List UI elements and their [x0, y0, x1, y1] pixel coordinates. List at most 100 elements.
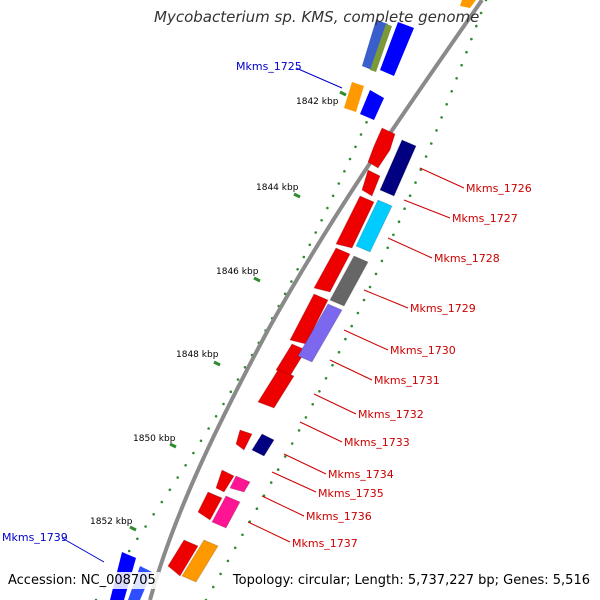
guide-dot	[365, 121, 368, 124]
tick-1848	[213, 360, 221, 367]
guide-dot	[311, 403, 315, 406]
tick-label-1852: 1852 kbp	[90, 517, 133, 527]
guide-dot	[348, 157, 352, 161]
guide-dot	[152, 513, 155, 516]
tick-1852	[129, 525, 137, 532]
gene-label-mkms-1725[interactable]: Mkms_1725	[236, 60, 302, 73]
guide-dot	[168, 488, 172, 492]
gene-arrow-red[interactable]	[257, 369, 295, 409]
gene-arrow-green[interactable]	[370, 24, 392, 72]
gene-arrow-blue[interactable]	[362, 20, 388, 70]
top-region-genes	[344, 0, 476, 120]
tick-1844	[293, 192, 301, 199]
gene-arrow-red[interactable]	[335, 195, 375, 249]
tick-marks	[129, 90, 347, 532]
inner-dotted-guide	[94, 108, 374, 600]
guide-dot	[255, 507, 259, 511]
gene-arrow-red[interactable]	[361, 169, 381, 197]
guide-dot	[331, 363, 334, 367]
guide-dot	[324, 377, 328, 380]
guide-dot	[359, 133, 363, 136]
gene-label-mkms-1734[interactable]: Mkms_1734	[328, 468, 394, 481]
tick-label-1842: 1842 kbp	[296, 97, 339, 107]
guide-dot	[465, 50, 468, 54]
guide-dot	[430, 142, 433, 145]
guide-dot	[320, 219, 323, 222]
gene-label-mkms-1731[interactable]: Mkms_1731	[374, 374, 440, 387]
guide-dot	[269, 481, 273, 484]
guide-dot	[219, 572, 222, 576]
guide-dot	[475, 24, 478, 28]
gene-label-mkms-1736[interactable]: Mkms_1736	[306, 510, 372, 523]
label-connectors	[61, 67, 465, 563]
tick-1850	[169, 442, 177, 449]
guide-dot	[283, 455, 287, 458]
gene-arrow-orange[interactable]	[181, 539, 219, 583]
guide-dot	[337, 182, 341, 185]
guide-dot	[344, 337, 347, 341]
guide-dot	[290, 280, 293, 283]
gene-arrow-red[interactable]	[313, 247, 351, 293]
guide-dot	[229, 390, 233, 394]
guide-dot	[424, 155, 428, 158]
gene-arrow-navy[interactable]	[251, 433, 275, 457]
guide-dot	[408, 194, 412, 197]
guide-dot	[296, 268, 299, 271]
guide-dot	[350, 324, 354, 328]
gene-label-mkms-1739[interactable]: Mkms_1739	[2, 531, 68, 544]
guide-dot	[290, 442, 294, 445]
gene-arrow-red[interactable]	[197, 491, 223, 521]
gene-label-mkms-1733[interactable]: Mkms_1733	[344, 436, 410, 449]
tick-1842	[339, 90, 347, 97]
gene-arrow-red[interactable]	[167, 539, 199, 577]
gene-arrow-red[interactable]	[235, 429, 253, 451]
forward-strand-genes	[167, 127, 396, 577]
gene-arrow-gray[interactable]	[329, 255, 369, 307]
gene-label-mkms-1726[interactable]: Mkms_1726	[466, 182, 532, 195]
gene-arrow-red[interactable]	[367, 127, 396, 169]
guide-dot	[356, 311, 360, 315]
gene-label-mkms-1732[interactable]: Mkms_1732	[358, 408, 424, 421]
gene-arrow-navy[interactable]	[379, 139, 417, 197]
reverse-strand-genes	[181, 139, 417, 583]
gene-arrow-slate[interactable]	[297, 303, 343, 363]
guide-dot	[386, 246, 390, 250]
tick-1846	[253, 276, 261, 283]
gene-label-mkms-1729[interactable]: Mkms_1729	[410, 302, 476, 315]
guide-dot	[236, 378, 240, 381]
gene-arrow-cyan[interactable]	[355, 199, 393, 253]
guide-dot	[392, 233, 395, 237]
guide-dot	[374, 272, 378, 276]
guide-dot	[479, 11, 483, 15]
gene-arrow-pink[interactable]	[229, 475, 251, 493]
white-bar	[392, 0, 462, 16]
guide-dot	[199, 439, 203, 443]
guide-dot	[144, 525, 147, 528]
guide-dot	[337, 350, 341, 354]
gene-arrow-blue[interactable]	[360, 90, 384, 120]
gene-label-mkms-1727[interactable]: Mkms_1727	[452, 212, 518, 225]
gene-label-mkms-1737[interactable]: Mkms_1737	[292, 537, 358, 550]
outer-dotted-guide	[204, 0, 488, 600]
guide-dot	[212, 585, 215, 589]
guide-dot	[184, 464, 187, 467]
gene-arrow-orange[interactable]	[460, 0, 476, 8]
tick-label-1846: 1846 kbp	[216, 267, 259, 277]
gene-arrow-orange[interactable]	[344, 82, 364, 112]
gene-label-mkms-1730[interactable]: Mkms_1730	[390, 344, 456, 357]
guide-dot	[297, 429, 301, 432]
guide-dot	[455, 77, 458, 80]
guide-dot	[222, 402, 225, 406]
guide-dot	[233, 546, 237, 550]
gene-label-mkms-1735[interactable]: Mkms_1735	[318, 487, 384, 500]
guide-dot	[318, 390, 321, 393]
gene-label-mkms-1728[interactable]: Mkms_1728	[434, 252, 500, 265]
guide-dot	[397, 220, 401, 223]
gene-arrow-pink[interactable]	[211, 495, 241, 529]
guide-dot	[403, 207, 406, 210]
tick-label-1844: 1844 kbp	[256, 183, 299, 193]
guide-dot	[414, 181, 417, 184]
guide-dot	[241, 533, 244, 537]
gene-arrow-red[interactable]	[215, 469, 235, 493]
gene-arrow-blue[interactable]	[380, 22, 414, 76]
